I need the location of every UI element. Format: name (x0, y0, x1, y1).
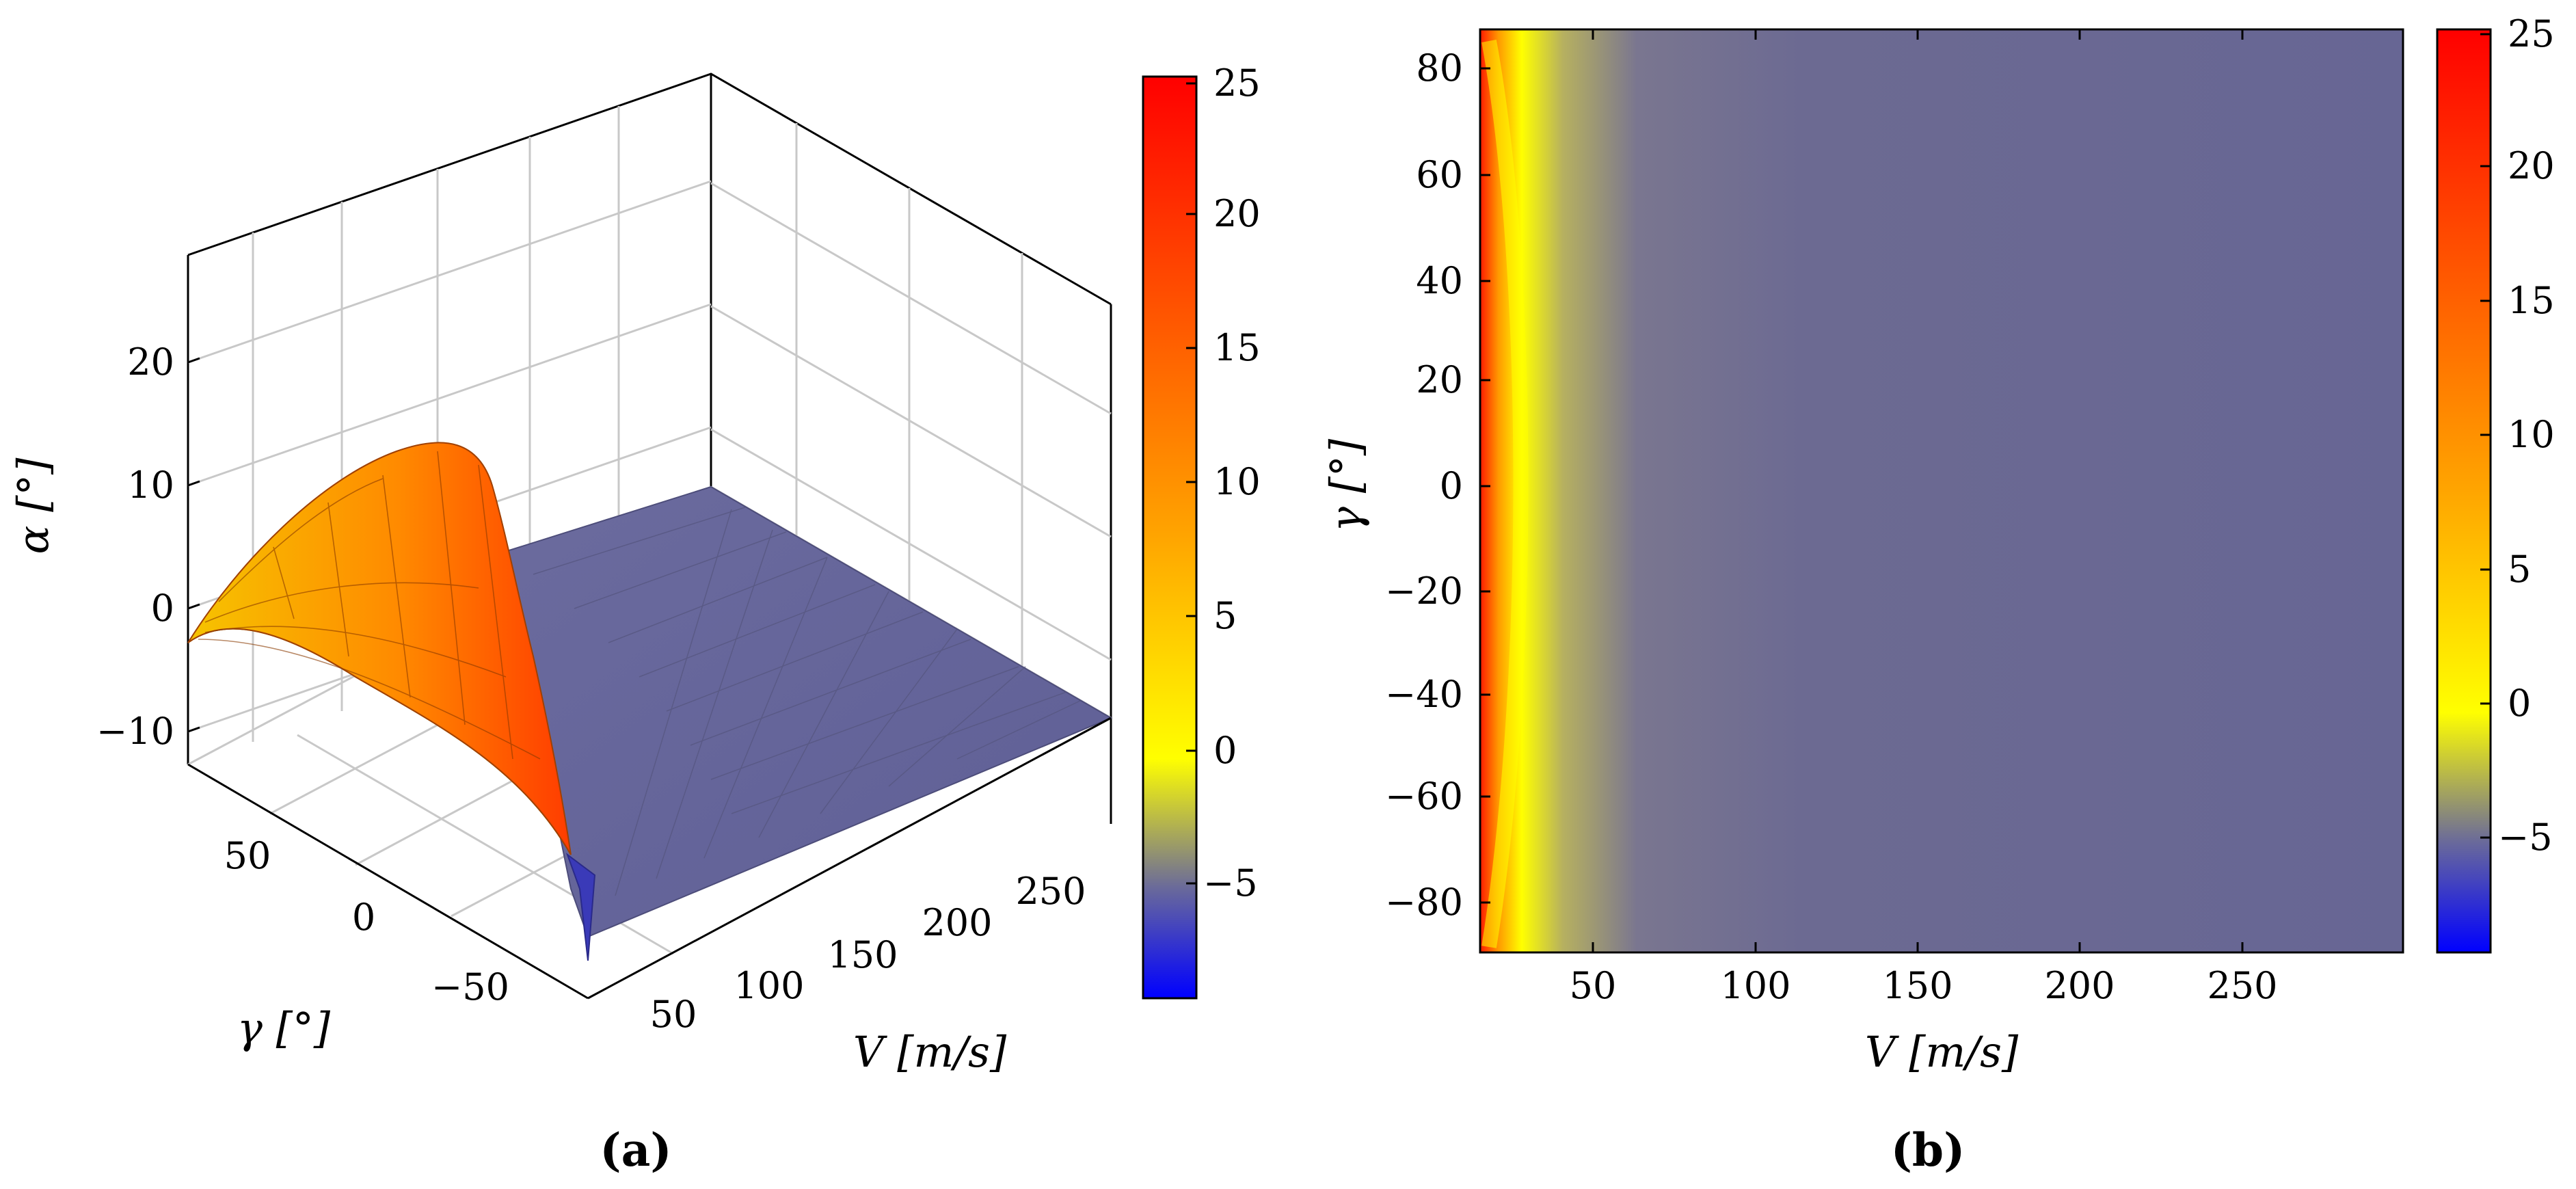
gamma-tick-label: 0 (352, 896, 375, 939)
panel-label-a: (a) (600, 1123, 671, 1177)
v-axis-label: V [m/s] (853, 1027, 1007, 1077)
colorbar-tick-label: 0 (2508, 682, 2531, 725)
x-tick-label: 50 (1570, 964, 1617, 1007)
colorbar-tick-label: 20 (2508, 144, 2555, 187)
z-axis: 20 10 0 −10 α [°] (8, 340, 200, 753)
z-tick-label: 0 (151, 587, 174, 630)
z-tick-label: −10 (96, 710, 174, 753)
y-tick-label: −20 (1385, 570, 1463, 613)
v-tick-label: 100 (734, 964, 804, 1007)
z-tick-label: 20 (127, 340, 174, 384)
panel-b: 50 100 150 200 250 V [m/s] 80 60 40 (1321, 12, 2555, 1177)
panel-label-b: (b) (1891, 1123, 1965, 1177)
heatmap-ridge (1481, 40, 1529, 948)
v-tick-label: 50 (650, 993, 697, 1036)
x-axis-label: V [m/s] (1865, 1027, 2019, 1077)
z-tick-label: 10 (127, 464, 174, 507)
colorbar-a: 25 20 15 10 5 0 −5 (1142, 62, 1261, 1000)
v-tick-label: 250 (1015, 870, 1086, 913)
heatmap-frame (1479, 28, 2404, 954)
y-tick-label: −40 (1385, 673, 1463, 716)
y-tick-label: 0 (1440, 464, 1463, 507)
y-tick-label: 40 (1416, 259, 1463, 302)
colorbar-tick-label: 15 (2508, 279, 2555, 322)
x-axis-b: 50 100 150 200 250 V [m/s] (1570, 29, 2278, 1077)
surface-spike (565, 853, 596, 961)
gamma-axis-label: γ [°] (237, 1003, 331, 1053)
colorbar-tick-label: 25 (1213, 62, 1261, 105)
colorbar-tick-label: 5 (2508, 548, 2531, 591)
colorbar-tick-label: 15 (1213, 326, 1261, 369)
y-tick-label: 20 (1416, 358, 1463, 401)
y-axis-label: γ [°] (1321, 438, 1371, 532)
gamma-tick-label: −50 (431, 965, 509, 1008)
colorbar-tick-label: −5 (2498, 816, 2553, 859)
surface-plot (187, 442, 1113, 961)
v-tick-label: 150 (827, 933, 898, 976)
y-tick-label: 60 (1416, 153, 1463, 196)
colorbar-b: 25 20 15 10 5 0 −5 (2436, 12, 2555, 954)
heatmap (1480, 29, 2403, 952)
v-axis: 50 100 150 200 250 V [m/s] (587, 717, 1112, 1077)
y-tick-label: −80 (1385, 881, 1463, 924)
surface-hump-mesh (198, 451, 541, 760)
colorbar-tick-label: 20 (1213, 192, 1261, 235)
y-tick-label: 80 (1416, 46, 1463, 90)
z-axis-label: α [°] (8, 457, 58, 555)
gamma-axis: 50 0 −50 γ [°] (187, 763, 589, 1053)
x-tick-label: 100 (1720, 964, 1790, 1007)
surface-hump (187, 442, 572, 855)
colorbar-tick-label: −5 (1203, 861, 1258, 905)
v-tick-label: 200 (922, 901, 992, 944)
colorbar-tick-label: 5 (1213, 594, 1237, 637)
panel-a: 20 10 0 −10 α [°] 50 0 −50 γ [°] 50 100 … (8, 62, 1261, 1177)
surface-mesh-lines (533, 507, 1081, 896)
y-tick-label: −60 (1385, 775, 1463, 818)
colorbar-tick-label: 10 (2508, 413, 2555, 456)
colorbar-tick-label: 25 (2508, 12, 2555, 55)
x-tick-label: 250 (2207, 964, 2277, 1007)
x-tick-label: 150 (1882, 964, 1953, 1007)
x-tick-label: 200 (2044, 964, 2115, 1007)
colorbar-tick-label: 10 (1213, 460, 1261, 503)
colorbar-tick-label: 0 (1213, 729, 1237, 772)
y-axis-b: 80 60 40 20 0 −20 −40 −60 −80 γ [°] (1321, 46, 1490, 924)
box-3d (187, 72, 1112, 824)
gamma-tick-label: 50 (224, 834, 271, 877)
